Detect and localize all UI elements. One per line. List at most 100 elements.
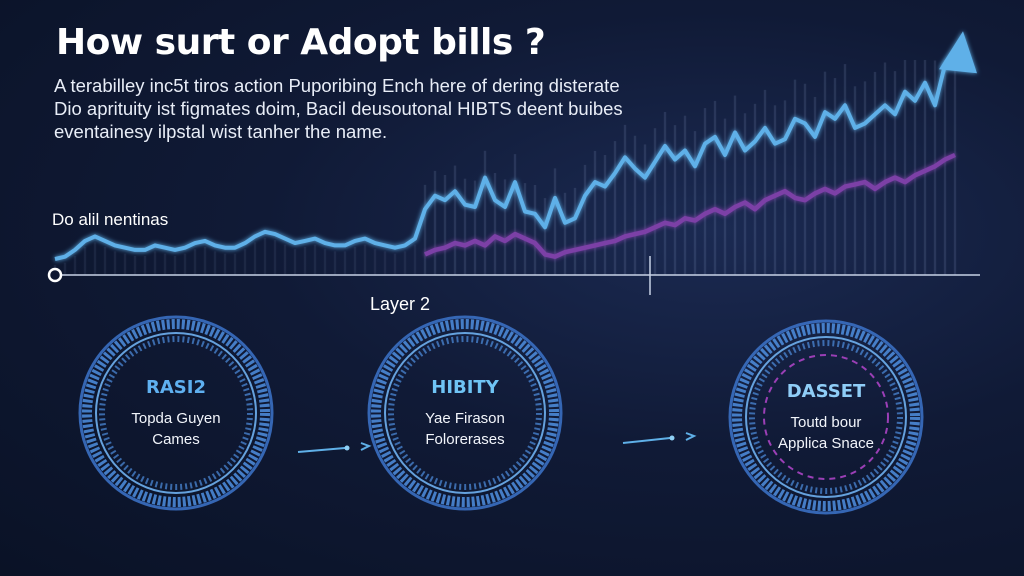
background-bar (373, 249, 377, 275)
ring-content: RASI2 Topda Guyen Cames (76, 313, 276, 513)
background-bar (303, 246, 307, 275)
background-bar (393, 253, 397, 275)
background-bar (853, 86, 857, 275)
background-bar (823, 71, 827, 275)
flow-arrows (297, 432, 697, 453)
background-bar (603, 155, 607, 275)
ring-graphic (78, 315, 274, 511)
x-axis-label: Layer 2 (370, 294, 431, 314)
background-bar (423, 184, 427, 275)
background-bar (143, 255, 147, 275)
background-bar (633, 135, 637, 275)
ring-content: DASSET Toutd bour Applica Snace (726, 317, 926, 517)
subtitle-line-3: eventainesy ilpstal wist tanher the name… (54, 121, 388, 142)
stage-title: HIBITY (431, 376, 499, 398)
background-bar (803, 83, 807, 275)
background-bar (863, 81, 867, 275)
stage-text: Cames (152, 430, 200, 448)
background-bar (723, 118, 727, 275)
flow-arrow-dot (344, 445, 350, 451)
background-bar (183, 253, 187, 275)
background-bar (353, 246, 357, 275)
subtitle: A terabilley inc5t tiros action Puporibi… (54, 74, 654, 143)
ring-stroke (728, 319, 924, 515)
ring-stroke (388, 336, 542, 490)
ring-stroke (78, 315, 274, 511)
subtitle-line-1: A terabilley inc5t tiros action Puporibi… (54, 75, 620, 96)
background-bar (573, 187, 577, 275)
background-bar (773, 105, 777, 275)
series-layer (54, 51, 957, 261)
background-bar (713, 100, 717, 275)
stage-title: DASSET (786, 380, 866, 402)
background-bar (313, 244, 317, 275)
background-bar (893, 71, 897, 276)
axis-origin-dot (47, 267, 63, 283)
flow-arrow-dot (669, 435, 675, 441)
background-bar (233, 253, 237, 275)
background-bar (293, 249, 297, 275)
ring-stroke (732, 323, 920, 511)
background-bars (53, 60, 957, 276)
background-bar (133, 255, 137, 275)
background-bar (193, 249, 197, 275)
background-bar (483, 150, 487, 275)
background-bar (503, 179, 507, 275)
stage-ring-3: DASSET Toutd bour Applica Snace (726, 317, 926, 517)
background-bar (363, 244, 367, 275)
stage-ring-1: RASI2 Topda Guyen Cames (76, 313, 276, 513)
background-bar (253, 242, 257, 275)
background-bar (493, 173, 497, 275)
ring-stroke (95, 332, 257, 494)
background-bar (643, 144, 647, 275)
stage-text: Toutd bour (790, 413, 862, 431)
growth-arrow-icon (939, 31, 977, 74)
background-bar (83, 246, 87, 275)
background-bar (663, 111, 667, 276)
background-bar (323, 249, 327, 275)
background-bar (693, 131, 697, 275)
stage-text: Topda Guyen (131, 409, 221, 427)
background-bar (913, 60, 917, 275)
background-bar (753, 103, 757, 275)
chart-side-label: Do alil nentinas (52, 210, 169, 229)
background-bar (273, 240, 277, 275)
background-bar (593, 150, 597, 275)
background-bar (613, 141, 617, 275)
background-bar (583, 164, 587, 275)
background-bar (563, 192, 567, 275)
background-bar (443, 175, 447, 275)
background-bar (343, 251, 347, 275)
stage-text: Yae Firason (425, 409, 505, 427)
background-bar (163, 253, 167, 275)
background-bar (113, 251, 117, 275)
background-bar (173, 255, 177, 275)
ring-stroke (763, 354, 889, 480)
background-bar (63, 262, 67, 275)
stage-text: Applica Snace (778, 434, 874, 452)
background-bar (543, 198, 547, 275)
background-bar (203, 246, 207, 275)
ring-stroke (82, 319, 270, 507)
page-title: How surt or Adopt bills ? (56, 22, 546, 63)
background-bar (833, 78, 837, 275)
background-bar (883, 62, 887, 276)
background-bar (533, 184, 537, 275)
background-bar (943, 60, 947, 275)
background-bar (743, 113, 747, 275)
flow-arrow-head-icon (685, 432, 697, 441)
ring-stroke (384, 332, 546, 494)
background-bar (523, 183, 527, 275)
arrow-head (939, 31, 977, 74)
background-bar (783, 100, 787, 275)
background-bar (923, 60, 927, 275)
series-secondary-line (424, 152, 956, 259)
background-bar (433, 170, 437, 275)
ring-graphic (728, 319, 924, 515)
background-bar (333, 251, 337, 275)
background-bar (763, 89, 767, 275)
background-bar (623, 124, 627, 275)
background-bar (283, 244, 287, 275)
ring-graphic (367, 315, 563, 511)
